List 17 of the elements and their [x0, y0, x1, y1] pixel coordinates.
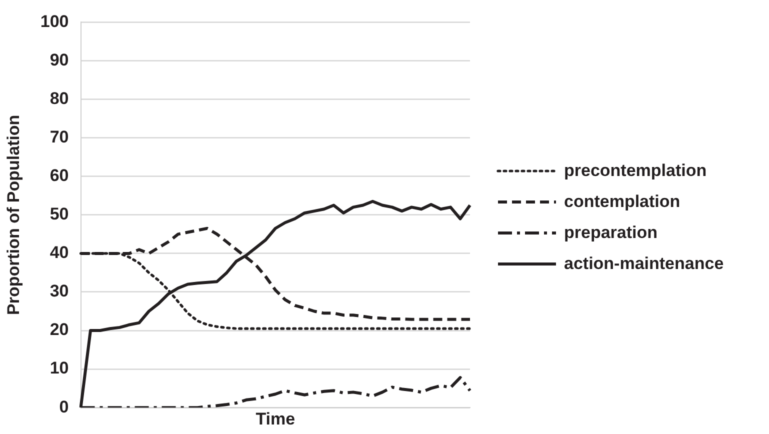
x-axis-title: Time [256, 409, 296, 428]
y-tick-label: 60 [50, 166, 69, 186]
y-tick-label: 0 [59, 397, 69, 416]
legend-label: action-maintenance [564, 254, 724, 274]
y-tick-label: 20 [50, 320, 69, 340]
y-tick-label: 30 [50, 282, 69, 301]
y-axis-title: Proportion of Population [4, 114, 23, 315]
legend-label: precontemplation [564, 160, 707, 180]
legend-label: contemplation [564, 192, 680, 212]
y-tick-label: 70 [50, 128, 69, 147]
y-tick-label: 50 [50, 204, 69, 224]
y-tick-label: 90 [50, 50, 69, 70]
y-tick-label: 80 [50, 88, 69, 108]
legend-label: preparation [564, 222, 658, 242]
y-tick-label: 40 [50, 243, 69, 262]
y-tick-label: 10 [50, 358, 69, 378]
y-tick-label: 100 [40, 12, 69, 31]
